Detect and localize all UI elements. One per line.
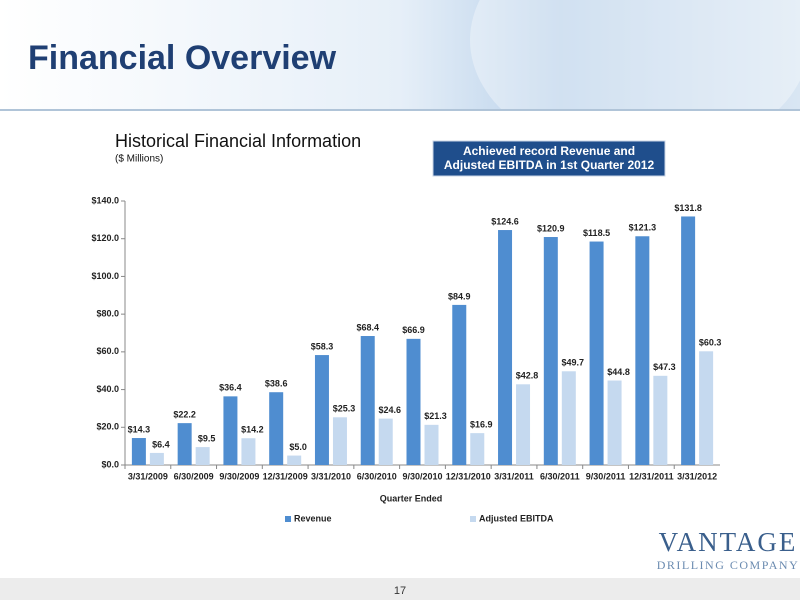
value-label: $6.4: [152, 439, 170, 449]
x-tick-label: 9/30/2010: [402, 471, 442, 481]
value-label: $58.3: [311, 341, 334, 351]
value-label: $60.3: [699, 338, 722, 348]
bar: [378, 418, 393, 465]
y-tick-label: $80.0: [96, 309, 119, 319]
bar: [332, 417, 347, 465]
x-tick-label: 12/31/2011: [629, 471, 674, 481]
bar: [223, 396, 238, 465]
bar: [516, 384, 531, 465]
x-axis-label: Quarter Ended: [380, 493, 443, 503]
slide-title: Financial Overview: [28, 39, 337, 77]
value-label: $68.4: [356, 322, 379, 332]
x-tick-label: 3/31/2011: [494, 471, 534, 481]
bar: [561, 371, 576, 465]
legend-label: Adjusted EBITDA: [479, 513, 554, 523]
bar: [699, 351, 714, 465]
legend-swatch: [470, 516, 476, 522]
bar: [543, 237, 558, 465]
chart-subtitle: ($ Millions): [115, 154, 163, 165]
header-band: [0, 0, 800, 110]
x-tick-label: 6/30/2011: [540, 471, 580, 481]
value-label: $36.4: [219, 383, 242, 393]
bar: [470, 433, 485, 465]
y-tick-label: $20.0: [96, 422, 119, 432]
globe-decoration: [470, 0, 800, 160]
x-tick-label: 6/30/2010: [357, 471, 397, 481]
footer-band: [0, 578, 800, 600]
bar: [498, 230, 513, 465]
callout-text: Adjusted EBITDA in 1st Quarter 2012: [444, 158, 655, 172]
value-label: $21.3: [424, 411, 447, 421]
x-tick-label: 9/30/2009: [219, 471, 259, 481]
bar: [607, 380, 622, 465]
value-label: $38.6: [265, 379, 288, 389]
logo-subname: DRILLING COMPANY: [657, 558, 800, 572]
x-tick-label: 9/30/2011: [586, 471, 626, 481]
x-tick-label: 12/31/2010: [446, 471, 491, 481]
value-label: $24.6: [378, 405, 401, 415]
bar: [589, 241, 604, 465]
legend-label: Revenue: [294, 513, 332, 523]
value-label: $131.8: [674, 203, 702, 213]
value-label: $22.2: [173, 410, 196, 420]
bar: [452, 304, 467, 465]
value-label: $118.5: [583, 228, 610, 238]
bar: [131, 438, 146, 465]
bar: [635, 236, 650, 465]
bar: [241, 438, 256, 465]
value-label: $121.3: [629, 223, 657, 233]
value-label: $49.7: [562, 358, 585, 368]
x-tick-label: 6/30/2009: [174, 471, 214, 481]
value-label: $47.3: [653, 362, 676, 372]
value-label: $124.6: [491, 216, 519, 226]
bar: [314, 355, 329, 465]
chart-title: Historical Financial Information: [115, 131, 361, 151]
bar: [287, 455, 302, 465]
bar: [195, 447, 210, 465]
value-label: $14.3: [128, 424, 151, 434]
x-tick-label: 3/31/2012: [677, 471, 717, 481]
value-label: $5.0: [289, 442, 307, 452]
x-tick-label: 3/31/2010: [311, 471, 351, 481]
callout-text: Achieved record Revenue and: [463, 144, 635, 158]
callout-box: [432, 140, 666, 177]
y-tick-label: $140.0: [91, 195, 119, 205]
value-label: $9.5: [198, 433, 216, 443]
value-label: $42.8: [516, 371, 539, 381]
x-tick-label: 12/31/2009: [263, 471, 308, 481]
value-label: $44.8: [607, 367, 630, 377]
bar: [269, 392, 284, 465]
value-label: $84.9: [448, 291, 471, 301]
value-label: $120.9: [537, 223, 565, 233]
bar: [681, 216, 696, 465]
bar: [149, 452, 164, 465]
value-label: $66.9: [402, 325, 425, 335]
value-label: $14.2: [241, 425, 264, 435]
bar: [424, 424, 439, 465]
legend-swatch: [285, 516, 291, 522]
page-number: 17: [394, 585, 406, 597]
y-tick-label: $0.0: [101, 459, 119, 469]
bar: [653, 375, 668, 465]
value-label: $16.9: [470, 420, 493, 430]
logo-name: VANTAGE: [659, 527, 798, 557]
bar: [177, 423, 192, 465]
y-tick-label: $120.0: [91, 233, 119, 243]
y-tick-label: $40.0: [96, 384, 119, 394]
y-tick-label: $100.0: [91, 271, 119, 281]
bar: [360, 336, 375, 465]
value-label: $25.3: [333, 404, 356, 414]
bar: [406, 338, 421, 465]
x-tick-label: 3/31/2009: [128, 471, 168, 481]
y-tick-label: $60.0: [96, 346, 119, 356]
